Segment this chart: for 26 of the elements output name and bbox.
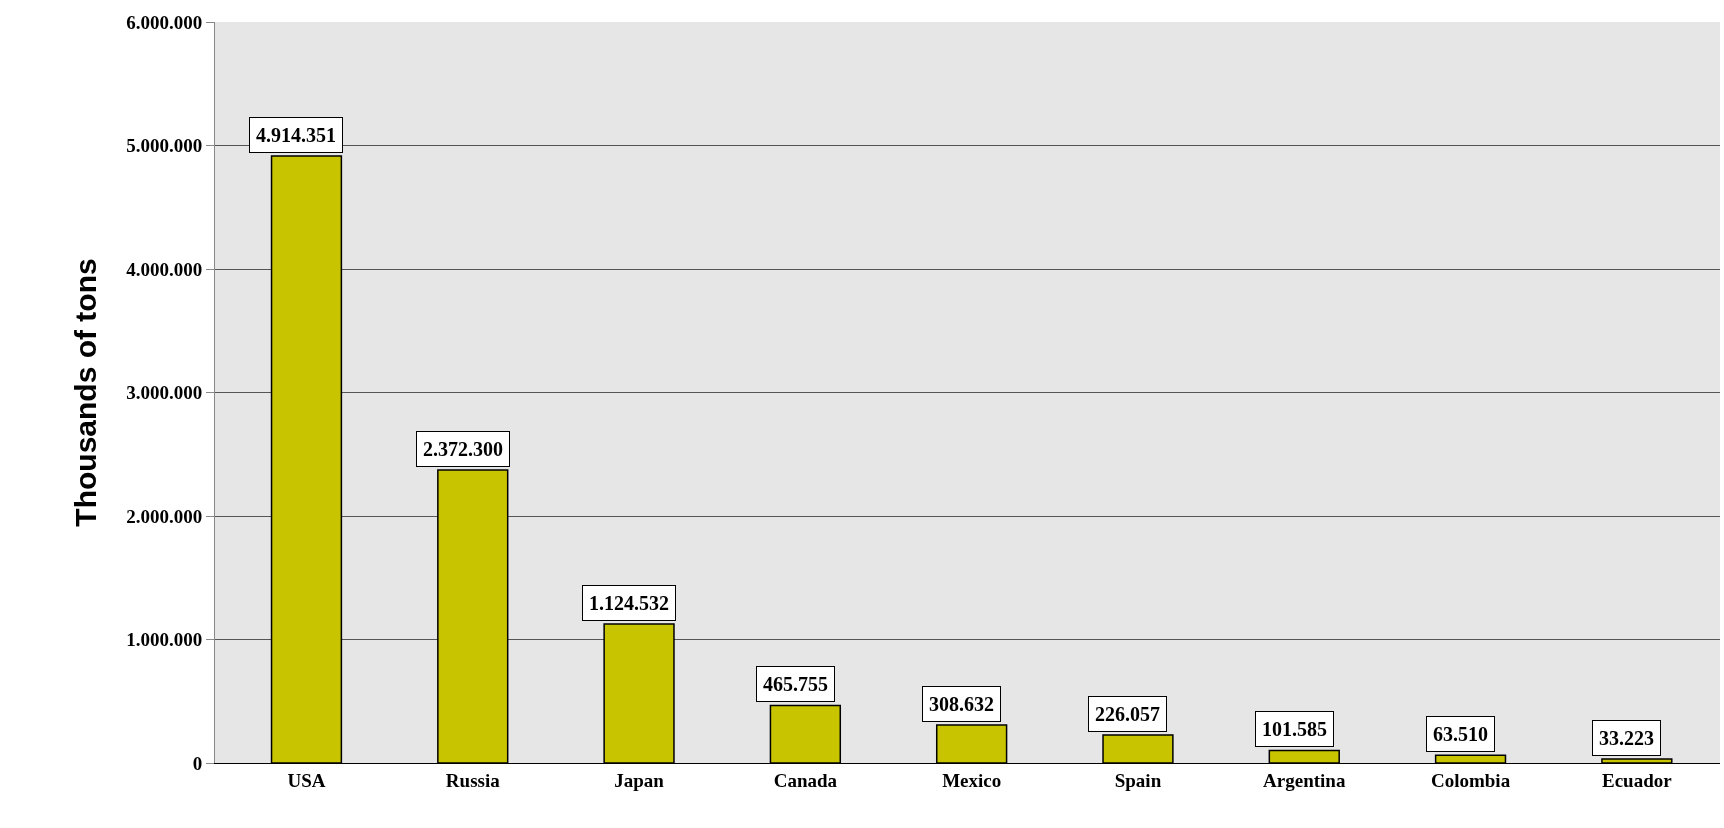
data-label: 308.632 <box>929 693 994 715</box>
x-tick-label: Russia <box>445 769 501 791</box>
x-tick-label: Spain <box>1114 769 1162 791</box>
data-label: 465.755 <box>763 673 828 695</box>
data-label: 33.223 <box>1599 727 1654 749</box>
y-tick-label: 3.000.000 <box>126 382 203 404</box>
data-label: 2.372.300 <box>423 438 503 460</box>
x-tick-label: Canada <box>773 769 838 791</box>
x-tick-label: Mexico <box>942 769 1002 791</box>
y-axis-title: Thousands of tons <box>69 258 103 527</box>
y-tick-label: 1.000.000 <box>126 629 203 651</box>
data-label: 1.124.532 <box>589 592 669 614</box>
y-tick-label: 5.000.000 <box>126 135 203 157</box>
x-tick-label: USA <box>287 769 326 791</box>
x-tick-label: Argentina <box>1263 769 1346 791</box>
y-tick-label: 0 <box>192 752 203 774</box>
data-label: 63.510 <box>1433 723 1488 745</box>
y-tick-label: 2.000.000 <box>126 505 203 527</box>
y-tick-label: 4.000.000 <box>126 258 203 280</box>
data-label: 4.914.351 <box>256 124 336 146</box>
y-tick-label: 6.000.000 <box>126 11 203 33</box>
x-tick-label: Japan <box>614 769 665 791</box>
x-tick-label: Colombia <box>1430 769 1511 791</box>
data-label: 101.585 <box>1262 718 1327 740</box>
x-tick-label: Ecuador <box>1602 769 1673 791</box>
data-label: 226.057 <box>1095 703 1160 725</box>
